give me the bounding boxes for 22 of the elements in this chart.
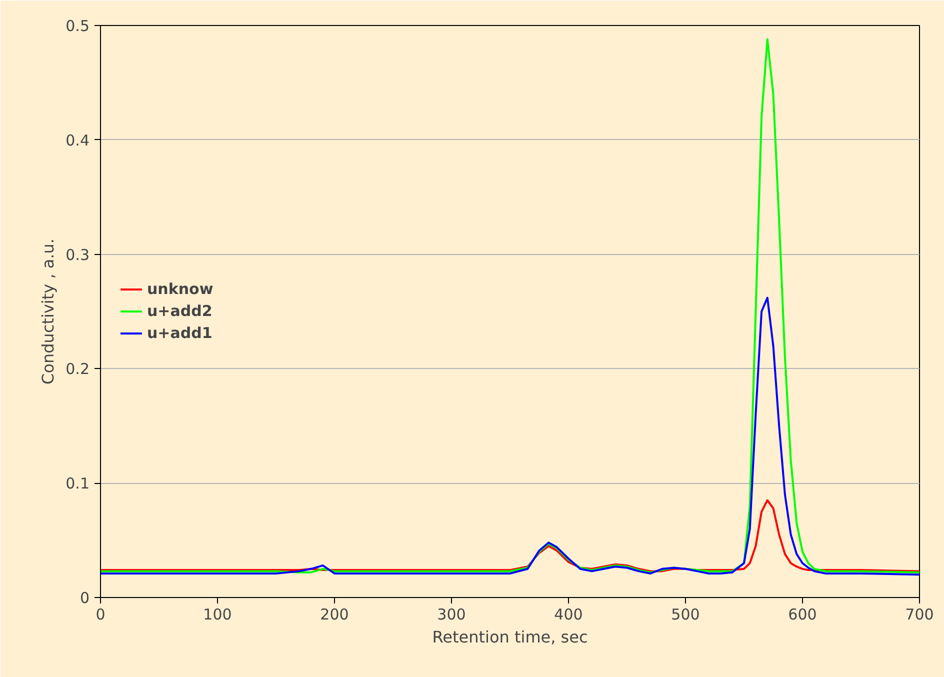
- line-series: [100, 296, 920, 576]
- x-axis-title: Retention time, sec: [432, 628, 588, 646]
- y-axis-title: Conductivity , a.u.: [38, 238, 58, 384]
- x-tick-label: 0: [96, 606, 106, 624]
- y-tick-label: 0.5: [66, 17, 90, 35]
- x-tick-label: 300: [437, 606, 466, 624]
- legend-label: u+add2: [147, 302, 212, 320]
- x-tick-label: 400: [554, 606, 583, 624]
- y-tick-label: 0.3: [66, 246, 90, 264]
- x-tick-label: 700: [905, 606, 934, 624]
- x-tick-label: 500: [671, 606, 700, 624]
- legend-label: u+add1: [147, 324, 212, 342]
- y-tick-label: 0: [80, 589, 90, 607]
- x-tick-label: 600: [788, 606, 817, 624]
- x-tick-label: 200: [320, 606, 349, 624]
- y-tick-label: 0.4: [66, 131, 90, 150]
- x-tick-label: 100: [203, 606, 232, 624]
- y-tick-label: 0.2: [66, 360, 90, 378]
- y-tick-label: 0.1: [66, 474, 90, 493]
- line-series: [100, 38, 920, 574]
- line-series: [100, 499, 920, 572]
- legend-label: unknow: [147, 280, 214, 298]
